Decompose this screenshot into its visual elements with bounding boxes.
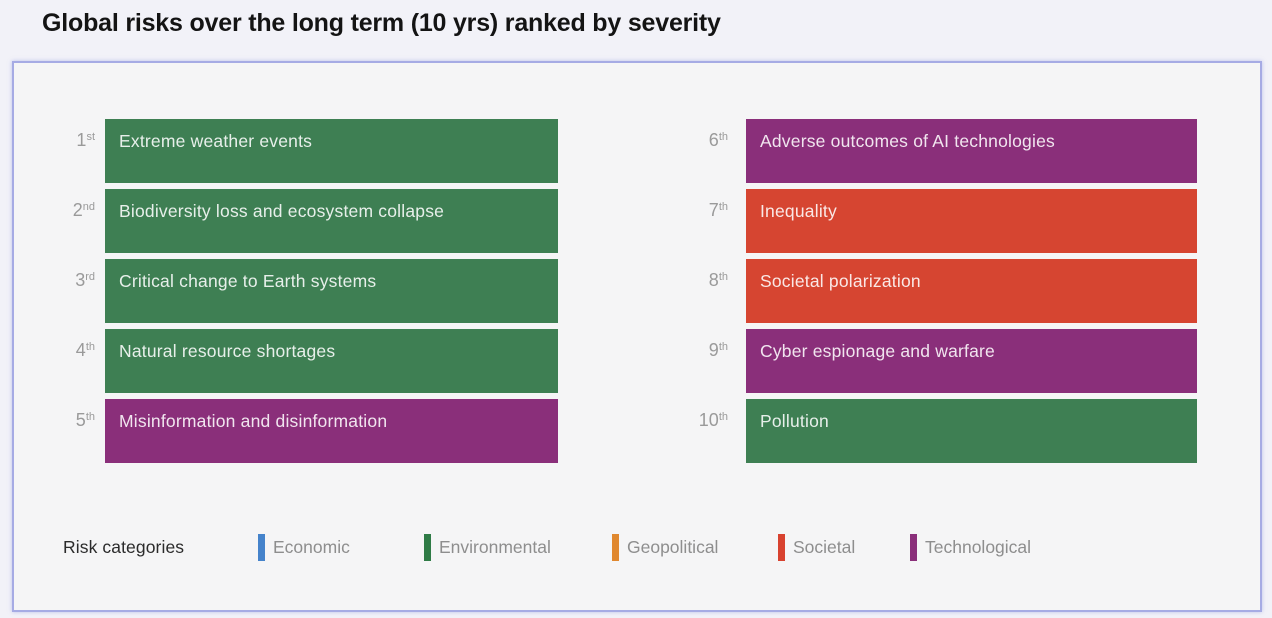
legend-title: Risk categories xyxy=(63,537,185,557)
risk-bar-label: Natural resource shortages xyxy=(119,341,336,361)
rank-row: 8th Societal polarization xyxy=(674,259,1197,323)
risk-bar-label: Inequality xyxy=(760,201,837,221)
rank-label: 3rd xyxy=(40,259,95,323)
category-color-swatch xyxy=(612,533,619,561)
risk-bar-label: Adverse outcomes of AI technologies xyxy=(760,131,1055,151)
risk-bar-label: Societal polarization xyxy=(760,271,921,291)
legend: Risk categories Economic Environmental G… xyxy=(14,533,1260,563)
rank-number: 6 xyxy=(708,130,719,150)
rank-ordinal-suffix: rd xyxy=(85,271,95,283)
ranking-column-left: 1st Extreme weather events 2nd Biodivers… xyxy=(40,119,558,469)
legend-item: Societal xyxy=(778,533,855,561)
category-color-swatch xyxy=(910,533,917,561)
legend-item: Economic xyxy=(258,533,350,561)
rank-ordinal-suffix: th xyxy=(85,341,95,353)
legend-item-label: Geopolitical xyxy=(627,536,719,557)
rank-label: 1st xyxy=(40,119,95,183)
risk-bar: Inequality xyxy=(746,189,1197,253)
risk-bar-label: Misinformation and disinformation xyxy=(119,411,388,431)
rank-ordinal-suffix: th xyxy=(718,271,728,283)
rank-number: 8 xyxy=(708,270,719,290)
risk-bar: Pollution xyxy=(746,399,1197,463)
category-color-swatch xyxy=(424,533,431,561)
rank-ordinal-suffix: th xyxy=(718,131,728,143)
risk-bar: Cyber espionage and warfare xyxy=(746,329,1197,393)
rank-row: 10th Pollution xyxy=(674,399,1197,463)
legend-item-label: Societal xyxy=(793,536,856,557)
rank-row: 6th Adverse outcomes of AI technologies xyxy=(674,119,1197,183)
rank-number: 10 xyxy=(698,410,719,430)
rank-label: 5th xyxy=(40,399,95,463)
rank-label: 10th xyxy=(674,399,728,463)
risk-bar-label: Biodiversity loss and ecosystem collapse xyxy=(119,201,445,221)
rank-row: 5th Misinformation and disinformation xyxy=(40,399,558,463)
risk-bar: Extreme weather events xyxy=(105,119,558,183)
risk-bar-label: Extreme weather events xyxy=(119,131,313,151)
rank-row: 2nd Biodiversity loss and ecosystem coll… xyxy=(40,189,558,253)
rank-label: 7th xyxy=(674,189,728,253)
rank-number: 1 xyxy=(76,130,87,150)
chart-title: Global risks over the long term (10 yrs)… xyxy=(42,9,721,37)
risk-bar: Misinformation and disinformation xyxy=(105,399,558,463)
risk-bar-label: Cyber espionage and warfare xyxy=(760,341,995,361)
rank-row: 7th Inequality xyxy=(674,189,1197,253)
rank-ordinal-suffix: th xyxy=(718,201,728,213)
legend-item-label: Economic xyxy=(273,536,350,557)
chart-panel: 1st Extreme weather events 2nd Biodivers… xyxy=(12,61,1262,612)
rank-ordinal-suffix: th xyxy=(718,411,728,423)
rank-row: 3rd Critical change to Earth systems xyxy=(40,259,558,323)
risk-bar: Critical change to Earth systems xyxy=(105,259,558,323)
rank-label: 9th xyxy=(674,329,728,393)
rank-number: 2 xyxy=(72,200,83,220)
risk-bar: Biodiversity loss and ecosystem collapse xyxy=(105,189,558,253)
risk-bar: Societal polarization xyxy=(746,259,1197,323)
rank-label: 6th xyxy=(674,119,728,183)
ranking-column-right: 6th Adverse outcomes of AI technologies … xyxy=(674,119,1197,469)
rank-number: 5 xyxy=(75,410,86,430)
risk-bar-label: Pollution xyxy=(760,411,829,431)
category-color-swatch xyxy=(778,533,785,561)
legend-item: Environmental xyxy=(424,533,551,561)
rank-row: 4th Natural resource shortages xyxy=(40,329,558,393)
rank-ordinal-suffix: th xyxy=(718,341,728,353)
rank-row: 1st Extreme weather events xyxy=(40,119,558,183)
rank-number: 7 xyxy=(708,200,719,220)
legend-item: Technological xyxy=(910,533,1031,561)
rank-number: 9 xyxy=(708,340,719,360)
legend-item: Geopolitical xyxy=(612,533,718,561)
rank-ordinal-suffix: nd xyxy=(82,201,95,213)
rank-label: 2nd xyxy=(40,189,95,253)
risk-bar-label: Critical change to Earth systems xyxy=(119,271,377,291)
rank-number: 4 xyxy=(75,340,86,360)
rank-label: 4th xyxy=(40,329,95,393)
rank-row: 9th Cyber espionage and warfare xyxy=(674,329,1197,393)
legend-item-label: Environmental xyxy=(439,536,551,557)
legend-item-label: Technological xyxy=(925,536,1032,557)
rank-label: 8th xyxy=(674,259,728,323)
category-color-swatch xyxy=(258,533,265,561)
risk-bar: Adverse outcomes of AI technologies xyxy=(746,119,1197,183)
risk-bar: Natural resource shortages xyxy=(105,329,558,393)
rank-number: 3 xyxy=(75,270,86,290)
rank-ordinal-suffix: st xyxy=(86,131,95,143)
rank-ordinal-suffix: th xyxy=(85,411,95,423)
